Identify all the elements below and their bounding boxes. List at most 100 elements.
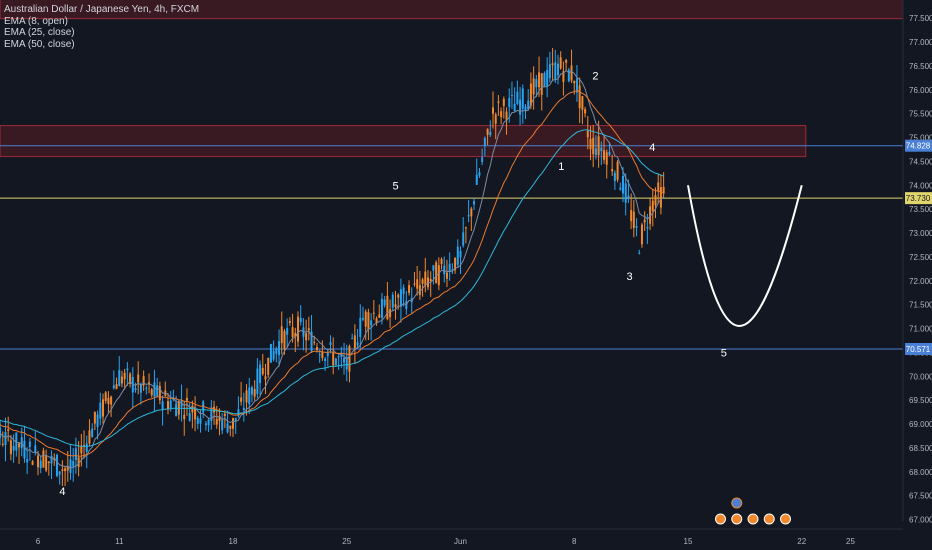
candle	[248, 387, 251, 405]
candle	[80, 446, 83, 454]
candle	[594, 148, 597, 156]
ema-50-line	[0, 129, 664, 447]
candle	[456, 246, 459, 265]
candle	[196, 417, 199, 424]
indicator-ema25-label[interactable]: EMA (25, close)	[4, 27, 75, 38]
candle	[372, 312, 375, 314]
time-tick-label: 25	[846, 537, 855, 546]
candle	[245, 390, 248, 403]
indicator-ema50-label[interactable]: EMA (50, close)	[4, 38, 75, 50]
price-tick-label: 72.500	[909, 253, 932, 262]
candle	[546, 69, 549, 86]
candle	[329, 342, 332, 346]
candle	[538, 72, 541, 88]
candle	[630, 209, 633, 222]
projection-curve	[687, 185, 803, 327]
candle	[570, 65, 573, 81]
candle	[256, 368, 259, 395]
candle	[548, 64, 551, 79]
candle	[532, 78, 535, 95]
candle	[654, 195, 657, 206]
candle	[42, 450, 45, 468]
candle	[1, 443, 4, 445]
candle	[494, 114, 497, 124]
candle	[535, 79, 538, 88]
candle	[23, 440, 26, 459]
candle	[380, 298, 383, 318]
candle	[467, 215, 470, 217]
time-tick-label: 22	[797, 537, 806, 546]
candle	[565, 59, 568, 63]
candle	[55, 454, 58, 477]
candle	[137, 374, 140, 383]
candle	[448, 263, 451, 272]
price-label-1: 74.828	[906, 142, 931, 151]
price-tick-label: 68.000	[909, 468, 932, 477]
candle	[421, 279, 424, 284]
candle	[367, 312, 370, 330]
candle	[278, 341, 281, 356]
candle	[202, 401, 205, 413]
candle	[478, 172, 481, 176]
candle	[18, 443, 21, 448]
candle	[72, 461, 75, 467]
price-tick-label: 75.500	[909, 110, 932, 119]
candle	[343, 357, 346, 363]
candle	[102, 399, 104, 417]
candle	[557, 63, 559, 76]
candle	[413, 283, 416, 285]
candle	[226, 423, 229, 433]
candle	[364, 311, 367, 327]
candle	[584, 109, 587, 114]
candle	[492, 107, 494, 114]
candle	[294, 333, 297, 337]
candle	[454, 257, 457, 271]
candle	[288, 320, 291, 323]
candle	[611, 168, 614, 172]
candle	[223, 413, 226, 416]
candle	[638, 252, 641, 254]
candle	[443, 265, 446, 275]
candle	[150, 389, 153, 396]
candle	[397, 294, 400, 298]
indicator-ema8-label[interactable]: EMA (8, open)	[4, 15, 68, 27]
candle	[543, 73, 546, 87]
candle	[9, 440, 12, 455]
candle	[643, 219, 646, 223]
candle	[337, 356, 340, 358]
price-tick-label: 74.000	[909, 181, 932, 190]
price-label-2: 73.730	[906, 194, 931, 203]
price-tick-label: 67.000	[909, 516, 932, 525]
candle	[416, 279, 419, 289]
candle	[345, 356, 348, 370]
candle	[215, 418, 218, 425]
candle	[370, 320, 373, 326]
candle	[519, 99, 522, 115]
candle	[99, 402, 102, 419]
candle	[510, 95, 513, 97]
candle	[351, 338, 354, 340]
candle	[497, 101, 500, 103]
candle	[234, 417, 237, 421]
candle	[37, 455, 39, 468]
candle	[554, 62, 557, 80]
ema-8-line	[0, 69, 664, 469]
candle	[74, 448, 77, 460]
price-tick-label: 69.500	[909, 396, 932, 405]
candle	[64, 468, 67, 472]
candle	[651, 200, 654, 211]
candle	[389, 309, 392, 318]
candle	[118, 370, 121, 387]
candle	[551, 63, 554, 66]
candle	[613, 172, 616, 182]
time-tick-label: 18	[229, 537, 238, 546]
candle	[267, 357, 270, 375]
candle	[194, 407, 197, 420]
candle	[39, 460, 42, 469]
candle	[451, 269, 454, 271]
candle	[115, 384, 118, 389]
candle	[627, 195, 630, 199]
candle	[264, 376, 267, 380]
